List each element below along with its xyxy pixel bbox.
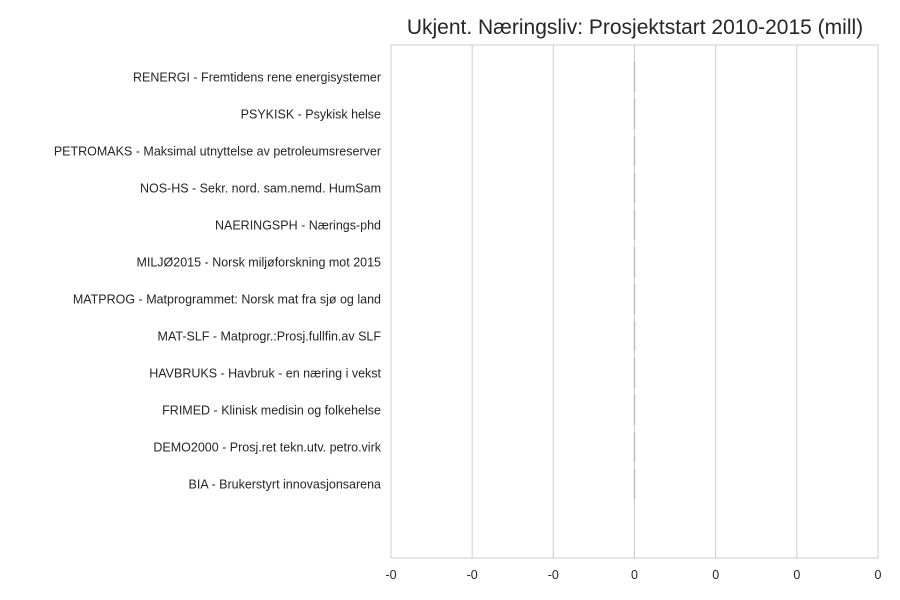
x-tick-label: -0 — [548, 568, 559, 582]
x-tick-label: -0 — [467, 568, 478, 582]
bar — [633, 173, 636, 203]
bar — [633, 321, 636, 351]
category-label: MILJØ2015 - Norsk miljøforskning mot 201… — [136, 256, 381, 270]
category-label: HAVBRUKS - Havbruk - en næring i vekst — [149, 367, 381, 381]
bar — [633, 136, 636, 166]
x-tick-label: 0 — [793, 568, 800, 582]
category-label: PETROMAKS - Maksimal utnyttelse av petro… — [54, 145, 381, 159]
bar — [633, 469, 636, 499]
bar — [633, 99, 636, 129]
category-label: FRIMED - Klinisk medisin og folkehelse — [162, 404, 381, 418]
y-axis-labels: RENERGI - Fremtidens rene energisystemer… — [54, 71, 382, 492]
x-tick-label: 0 — [875, 568, 882, 582]
x-tick-label: 0 — [712, 568, 719, 582]
plot-frame — [390, 44, 879, 559]
x-axis-tick-labels: -0 -0 -0 0 0 0 0 — [385, 568, 881, 582]
bar — [633, 432, 636, 462]
category-label: RENERGI - Fremtidens rene energisystemer — [133, 71, 381, 85]
x-tick-label: 0 — [631, 568, 638, 582]
bar — [633, 358, 636, 388]
chart-title: Ukjent. Næringsliv: Prosjektstart 2010-2… — [407, 16, 863, 39]
x-tick-label: -0 — [385, 568, 396, 582]
category-label: BIA - Brukerstyrt innovasjonsarena — [189, 478, 381, 492]
category-label: NOS-HS - Sekr. nord. sam.nemd. HumSam — [140, 182, 381, 196]
category-label: PSYKISK - Psykisk helse — [241, 108, 381, 122]
bar — [633, 247, 636, 277]
category-label: MAT-SLF - Matprogr.:Prosj.fullfin.av SLF — [158, 330, 382, 344]
bar — [633, 62, 636, 92]
bars — [633, 62, 636, 499]
category-label: MATPROG - Matprogrammet: Norsk mat fra s… — [73, 293, 381, 307]
category-label: DEMO2000 - Prosj.ret tekn.utv. petro.vir… — [153, 441, 381, 455]
bar — [633, 284, 636, 314]
bar — [633, 210, 636, 240]
category-label: NAERINGSPH - Nærings-phd — [215, 219, 381, 233]
bar — [633, 395, 636, 425]
